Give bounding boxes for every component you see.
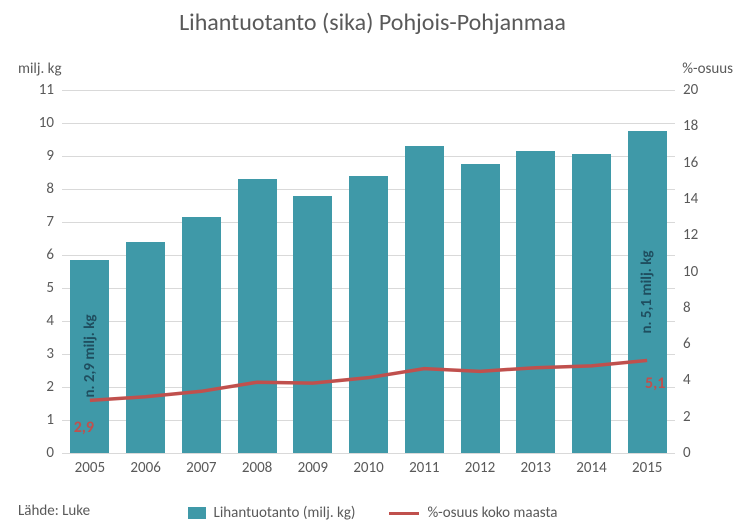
y1-tick-label: 1 (46, 411, 62, 429)
line-end-label: 2,9 (74, 418, 94, 437)
x-tick-label: 2006 (118, 459, 174, 477)
line-end-label: 5,1 (645, 374, 665, 393)
y1-tick-label: 8 (46, 180, 62, 198)
y1-tick-label: 3 (46, 345, 62, 363)
legend: Lihantuotanto (milj. kg) %-osuus koko maa… (0, 504, 745, 522)
legend-label: Lihantuotanto (milj. kg) (214, 504, 356, 522)
y2-tick-label: 2 (675, 408, 691, 426)
y2-tick-label: 6 (675, 335, 691, 353)
legend-item: Lihantuotanto (milj. kg) (188, 504, 356, 522)
y1-tick-label: 5 (46, 279, 62, 297)
y1-tick-label: 10 (39, 114, 62, 132)
plot-area: 01234567891011 02468101214161820 n. 2,9 … (62, 90, 675, 454)
legend-swatch-bar (188, 507, 206, 519)
chart-title: Lihantuotanto (sika) Pohjois-Pohjanmaa (0, 8, 745, 37)
x-tick-label: 2011 (396, 459, 452, 477)
y2-axis-label: %-osuus (682, 60, 733, 78)
x-tick-label: 2010 (341, 459, 397, 477)
y1-tick-label: 11 (39, 81, 62, 99)
y2-tick-label: 12 (675, 226, 698, 244)
line-series (62, 90, 675, 453)
legend-swatch-line (389, 512, 419, 515)
x-tick-label: 2007 (173, 459, 229, 477)
x-tick-label: 2014 (564, 459, 620, 477)
chart-container: Lihantuotanto (sika) Pohjois-Pohjanmaa m… (0, 0, 745, 532)
y2-tick-label: 18 (675, 117, 698, 135)
y1-tick-label: 6 (46, 246, 62, 264)
x-tick-label: 2009 (285, 459, 341, 477)
y1-tick-label: 9 (46, 147, 62, 165)
y2-tick-label: 20 (675, 81, 698, 99)
y1-tick-label: 2 (46, 378, 62, 396)
x-tick-label: 2013 (508, 459, 564, 477)
y2-tick-label: 14 (675, 190, 698, 208)
y2-tick-label: 0 (675, 444, 691, 462)
y2-tick-label: 4 (675, 371, 691, 389)
y1-tick-label: 4 (46, 312, 62, 330)
x-tick-label: 2005 (62, 459, 118, 477)
y1-axis-label: milj. kg (18, 60, 62, 78)
x-tick-label: 2015 (619, 459, 675, 477)
legend-item: %-osuus koko maasta (389, 504, 557, 522)
x-ticks: 2005200620072008200920102011201220132014… (62, 453, 675, 477)
y1-tick-label: 0 (46, 444, 62, 462)
trend-line (90, 360, 647, 400)
y2-tick-label: 8 (675, 299, 691, 317)
legend-label: %-osuus koko maasta (427, 504, 557, 522)
x-tick-label: 2012 (452, 459, 508, 477)
y1-tick-label: 7 (46, 213, 62, 231)
x-tick-label: 2008 (229, 459, 285, 477)
y2-tick-label: 10 (675, 263, 698, 281)
y2-tick-label: 16 (675, 154, 698, 172)
